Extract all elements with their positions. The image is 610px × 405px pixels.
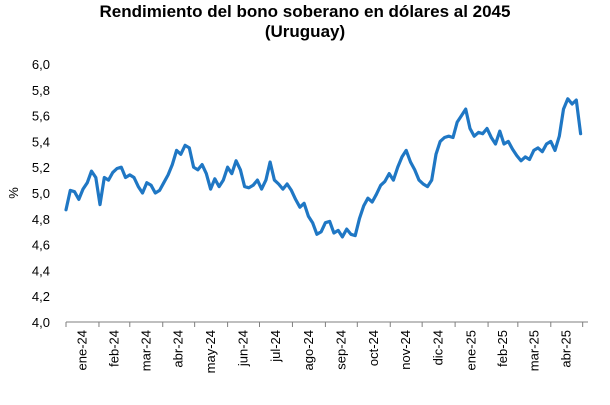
- chart-title: Rendimiento del bono soberano en dólares…: [99, 2, 511, 21]
- x-tick-label: jul-24: [268, 330, 283, 363]
- chart-subtitle: (Uruguay): [264, 22, 346, 41]
- y-tick-label: 5,2: [32, 160, 50, 175]
- y-tick-label: 5,8: [32, 83, 50, 98]
- x-tick-label: ago-24: [301, 330, 316, 370]
- x-tick-label: ene-24: [74, 330, 89, 370]
- x-tick-label: nov-24: [398, 330, 413, 370]
- x-tick-label: may-24: [203, 330, 218, 373]
- x-tick-label: mar-25: [526, 330, 541, 371]
- x-tick-label: feb-24: [106, 330, 121, 367]
- y-tick-label: 5,6: [32, 109, 50, 124]
- x-tick-label: jun-24: [236, 330, 251, 367]
- y-tick-label: 4,6: [32, 238, 50, 253]
- x-tick-label: ene-25: [464, 330, 479, 370]
- y-tick-label: 5,4: [32, 134, 50, 149]
- x-axis-tick-marks: [65, 322, 584, 327]
- x-tick-label: sep-24: [333, 330, 348, 370]
- y-tick-label: 4,4: [32, 263, 50, 278]
- x-tick-label: abr-24: [171, 330, 186, 368]
- x-tick-label: mar-24: [138, 330, 153, 371]
- x-tick-label: abr-25: [559, 330, 574, 368]
- y-tick-label: 6,0: [32, 57, 50, 72]
- y-axis-label: %: [6, 187, 21, 199]
- x-tick-label: dic-24: [431, 330, 446, 365]
- y-tick-label: 5,0: [32, 186, 50, 201]
- y-tick-label: 4,8: [32, 212, 50, 227]
- x-tick-label: oct-24: [366, 330, 381, 366]
- chart-title-block: Rendimiento del bono soberano en dólares…: [0, 2, 610, 42]
- y-axis-ticks: 6,0 5,8 5,6 5,4 5,2 5,0 4,8 4,6 4,4 4,2 4,0: [32, 57, 50, 330]
- y-tick-label: 4,0: [32, 315, 50, 330]
- y-tick-label: 4,2: [32, 289, 50, 304]
- series-line: [64, 97, 583, 239]
- x-axis-ticks: ene-24 feb-24 mar-24 abr-24 may-24 jun-24 jul-…: [74, 330, 573, 373]
- x-tick-label: feb-25: [495, 330, 510, 367]
